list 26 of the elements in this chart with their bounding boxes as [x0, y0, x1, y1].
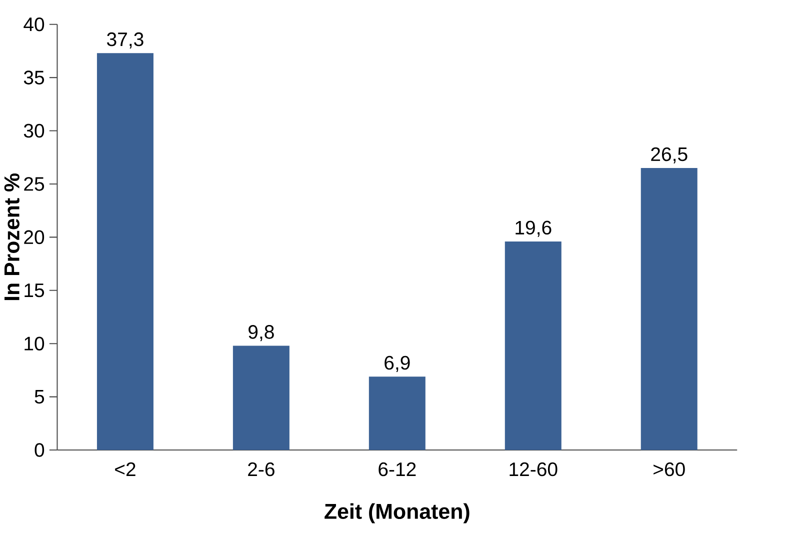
bar [232, 346, 290, 450]
y-tick-label: 5 [34, 390, 44, 404]
bar [504, 241, 562, 450]
bar [96, 52, 154, 450]
data-label: 37,3 [106, 32, 144, 48]
x-tick-label: >60 [654, 462, 685, 476]
y-tick-label: 35 [24, 70, 44, 84]
y-tick-label: 0 [34, 442, 44, 457]
data-label: 19,6 [516, 220, 552, 237]
y-tick-label: 40 [24, 17, 44, 32]
x-axis-title: Zeit (Monaten) [324, 503, 470, 524]
y-tick-label: 15 [24, 283, 44, 297]
x-tick-label: 12-60 [510, 462, 558, 476]
x-tick-label: 6-12 [378, 462, 416, 476]
data-label: 6,9 [384, 356, 410, 372]
y-tick-label: 10 [24, 336, 44, 350]
data-label: 9,8 [248, 324, 274, 341]
x-tick-label: 2-6 [248, 462, 274, 476]
y-tick-label: 30 [24, 124, 44, 138]
y-tick-label: 20 [24, 230, 44, 244]
x-tick-label: <2 [115, 462, 136, 476]
bar [640, 168, 698, 450]
y-tick-label: 25 [24, 176, 44, 191]
y-axis-title: In Prozent % [4, 173, 20, 300]
bar [368, 376, 426, 450]
data-label: 26,5 [651, 147, 688, 164]
